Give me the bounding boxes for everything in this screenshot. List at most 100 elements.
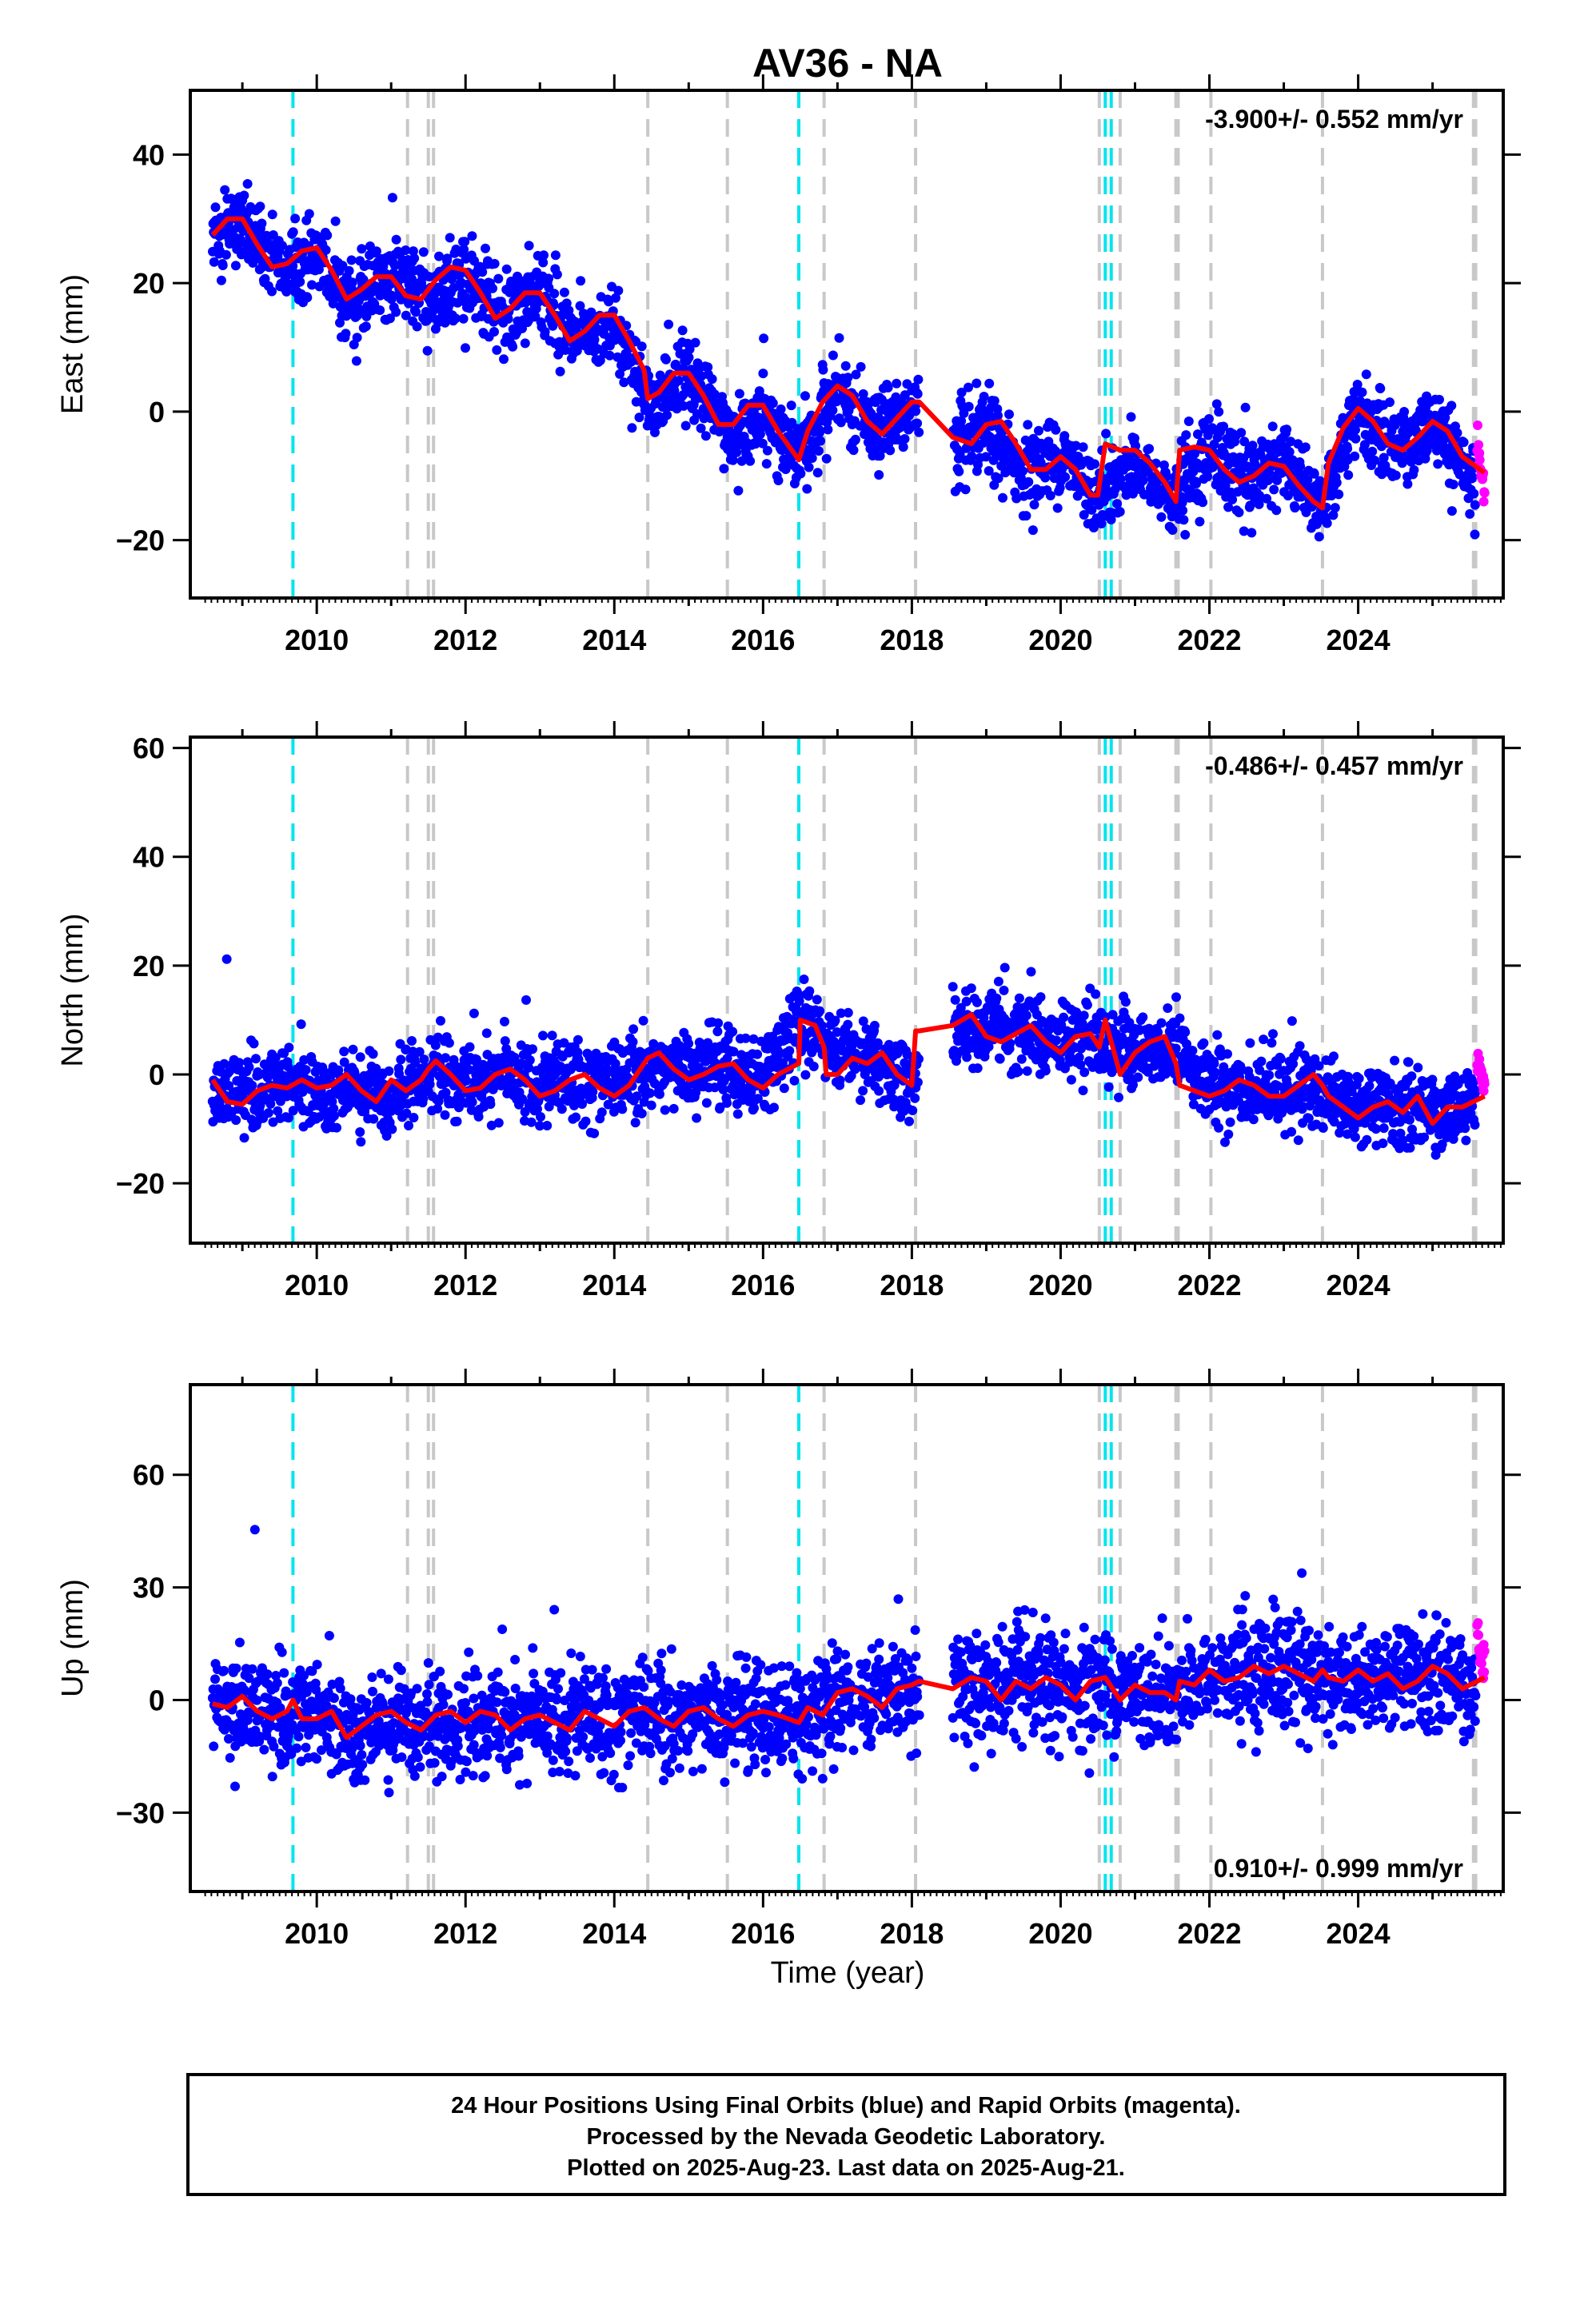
north-point [557, 1104, 567, 1114]
north-point [356, 1137, 365, 1146]
east-point [913, 389, 923, 399]
east-point [835, 333, 844, 343]
north-point [1000, 963, 1010, 972]
north-point [284, 1042, 293, 1052]
north-point [425, 1079, 435, 1089]
north-point [722, 1098, 732, 1108]
east-point [1178, 506, 1187, 516]
east-point [1046, 491, 1055, 500]
east-point [521, 338, 530, 348]
east-point [1241, 403, 1251, 413]
east-point [828, 405, 837, 415]
east-point [1053, 504, 1063, 513]
north-point [355, 1127, 365, 1137]
north-point [1267, 1038, 1276, 1048]
east-point [1459, 437, 1469, 447]
east-point [822, 454, 832, 464]
north-point [453, 1117, 462, 1126]
east-point [361, 321, 371, 331]
east-point [627, 423, 636, 433]
east-point [796, 468, 805, 478]
north-point [904, 1117, 914, 1126]
north-point [500, 1017, 509, 1026]
north-point [461, 1076, 471, 1086]
north-point [1133, 1073, 1143, 1082]
north-point [669, 1104, 679, 1114]
east-point [774, 476, 784, 485]
east-point [345, 266, 354, 276]
north-point [1079, 1086, 1088, 1095]
north-point [369, 1049, 378, 1058]
north-point [647, 1101, 656, 1110]
north-point [301, 1065, 311, 1074]
east-point [828, 351, 838, 361]
east-point [1079, 442, 1088, 452]
north-point [702, 1098, 712, 1108]
north-point [800, 1070, 810, 1080]
east-point [1465, 509, 1474, 519]
east-point [814, 446, 824, 456]
east-point [1409, 465, 1418, 475]
east-point [1362, 369, 1371, 379]
north-point [542, 1121, 552, 1130]
east-point [209, 257, 219, 267]
east-point [243, 179, 253, 189]
east-x-tick-label: 2010 [285, 624, 349, 656]
east-rapid-point [1475, 455, 1485, 464]
east-point [759, 333, 768, 343]
east-point [1271, 505, 1281, 515]
east-point [808, 453, 817, 463]
east-x-tick-label: 2012 [433, 624, 497, 656]
east-point [1198, 497, 1207, 507]
north-point [1067, 1075, 1076, 1085]
north-point [1059, 1013, 1068, 1022]
east-point [1236, 428, 1246, 437]
east-point [1139, 476, 1148, 485]
north-point [469, 1009, 479, 1018]
east-point [1399, 407, 1409, 417]
north-point [525, 1055, 535, 1065]
east-point [762, 459, 772, 468]
east-point [490, 259, 500, 269]
east-point [1097, 519, 1107, 528]
north-point [264, 1108, 273, 1118]
east-point [1301, 442, 1311, 452]
east-point [662, 410, 672, 420]
north-point [1121, 997, 1131, 1007]
east-point [818, 365, 828, 375]
east-point [836, 417, 846, 427]
east-point [899, 442, 908, 452]
east-point [1343, 470, 1353, 480]
north-point [1079, 1067, 1089, 1077]
north-point [733, 1110, 743, 1119]
north-point [588, 1087, 597, 1097]
north-point [573, 1035, 583, 1045]
east-point [1060, 472, 1070, 482]
east-point [1144, 444, 1154, 453]
north-point [655, 1090, 664, 1099]
east-rate-label: -3.900+/- 0.552 mm/yr [1205, 105, 1463, 134]
east-point [1101, 429, 1111, 438]
north-point [1079, 1011, 1089, 1020]
east-point [1358, 388, 1367, 397]
east-point [467, 231, 477, 241]
north-point [994, 977, 1003, 987]
east-point [815, 428, 824, 437]
north-point [332, 1123, 341, 1133]
east-point [1453, 429, 1462, 438]
north-point [995, 1054, 1005, 1064]
east-point [758, 369, 768, 378]
east-point [912, 419, 922, 429]
north-point [589, 1129, 599, 1138]
east-point [733, 486, 743, 496]
north-point [1264, 1070, 1274, 1080]
east-point [231, 261, 241, 270]
east-point [560, 288, 569, 297]
north-point [1104, 1082, 1114, 1092]
east-point [375, 305, 385, 315]
north-point [1015, 994, 1024, 1003]
east-point [1235, 508, 1244, 517]
east-point [1446, 401, 1456, 410]
